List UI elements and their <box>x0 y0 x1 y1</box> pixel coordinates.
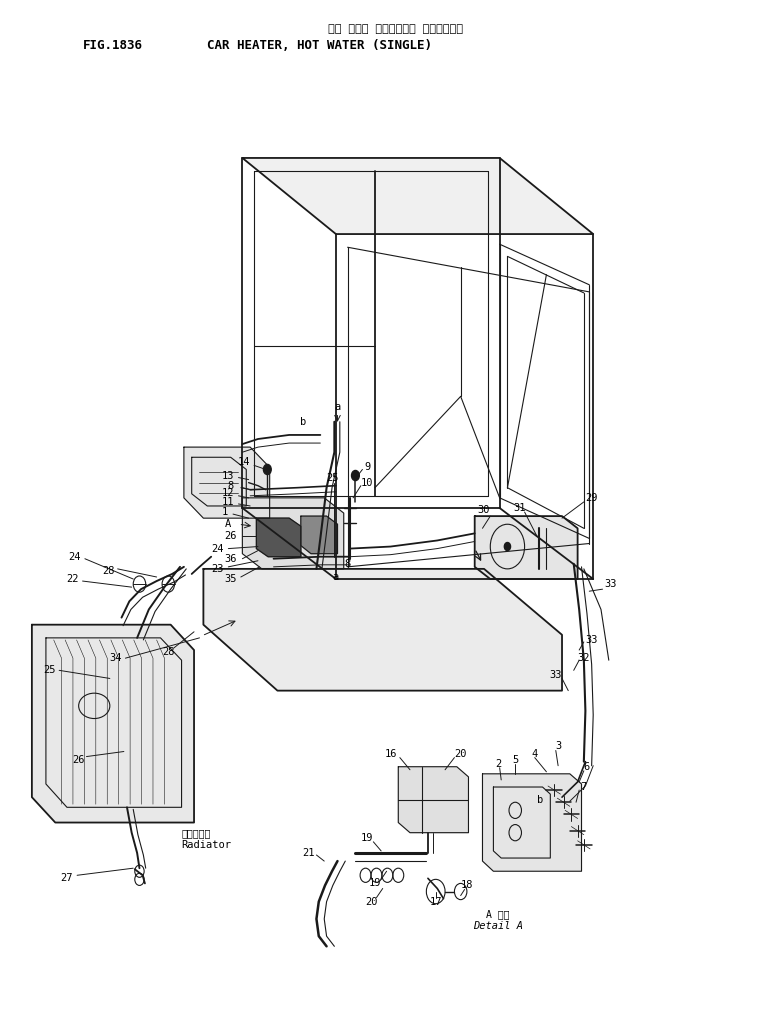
Text: a: a <box>334 401 341 411</box>
Polygon shape <box>242 157 594 234</box>
Text: 4: 4 <box>532 749 538 759</box>
Text: 23: 23 <box>211 564 223 574</box>
Text: 19: 19 <box>369 879 381 888</box>
Circle shape <box>505 543 511 551</box>
Text: 5: 5 <box>512 755 519 765</box>
Polygon shape <box>32 625 194 823</box>
Text: 16: 16 <box>384 749 397 759</box>
Text: 8: 8 <box>344 559 351 569</box>
Text: 33: 33 <box>586 635 598 645</box>
Text: 10: 10 <box>361 478 373 488</box>
Text: A 詳細: A 詳細 <box>487 909 510 918</box>
Text: 6: 6 <box>584 762 590 772</box>
Text: 28: 28 <box>162 647 175 657</box>
Text: a: a <box>333 572 339 582</box>
Text: 28: 28 <box>102 566 115 576</box>
Text: 24: 24 <box>211 544 223 554</box>
Text: 21: 21 <box>302 848 315 858</box>
Text: 20: 20 <box>455 749 467 759</box>
Text: 33: 33 <box>550 671 562 681</box>
Circle shape <box>263 464 271 474</box>
Text: カー ヒータ （オンスイ） （シングル）: カー ヒータ （オンスイ） （シングル） <box>328 24 463 35</box>
Text: ラジエータ: ラジエータ <box>181 828 211 837</box>
Text: 26: 26 <box>73 755 85 765</box>
Text: Radiator: Radiator <box>181 840 231 849</box>
Text: 19: 19 <box>361 833 373 842</box>
Text: 22: 22 <box>66 574 79 584</box>
Text: 13: 13 <box>222 470 234 481</box>
Text: 17: 17 <box>430 897 442 906</box>
Text: 32: 32 <box>578 653 590 663</box>
Polygon shape <box>203 569 562 691</box>
Polygon shape <box>483 774 582 872</box>
Text: 2: 2 <box>495 759 501 769</box>
Text: 8: 8 <box>227 481 234 491</box>
Text: 7: 7 <box>581 782 587 792</box>
Text: 11: 11 <box>222 497 234 507</box>
Polygon shape <box>184 447 269 518</box>
Text: 27: 27 <box>61 874 73 883</box>
Polygon shape <box>242 498 344 569</box>
Text: 34: 34 <box>110 653 123 663</box>
Text: 1: 1 <box>222 507 228 517</box>
Polygon shape <box>398 767 469 833</box>
Text: 29: 29 <box>586 493 598 503</box>
Text: Detail A: Detail A <box>473 922 523 931</box>
Text: 9: 9 <box>364 462 370 472</box>
Polygon shape <box>475 516 578 579</box>
Text: 35: 35 <box>224 574 237 584</box>
Text: FIG.1836: FIG.1836 <box>83 39 143 52</box>
Text: 12: 12 <box>222 488 234 498</box>
Text: b: b <box>300 417 306 427</box>
Text: 25: 25 <box>326 472 338 483</box>
Text: b: b <box>537 796 544 806</box>
Text: 26: 26 <box>224 531 237 542</box>
Text: 14: 14 <box>237 457 250 467</box>
Text: 33: 33 <box>604 579 617 589</box>
Text: 20: 20 <box>365 897 377 906</box>
Text: 24: 24 <box>69 552 81 562</box>
Text: 30: 30 <box>478 505 490 515</box>
Text: 3: 3 <box>555 742 562 752</box>
Text: A: A <box>225 519 231 529</box>
Text: 36: 36 <box>224 554 237 564</box>
Text: 31: 31 <box>513 503 526 513</box>
Circle shape <box>351 470 359 481</box>
Polygon shape <box>256 518 301 557</box>
Polygon shape <box>301 516 337 554</box>
Text: 18: 18 <box>461 881 473 890</box>
Text: CAR HEATER, HOT WATER (SINGLE): CAR HEATER, HOT WATER (SINGLE) <box>207 39 433 52</box>
Text: 25: 25 <box>43 665 55 676</box>
